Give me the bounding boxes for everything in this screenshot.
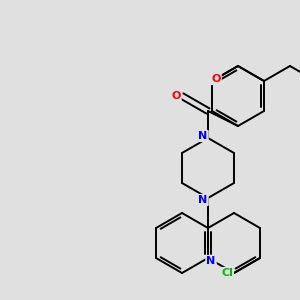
Text: N: N <box>198 131 208 141</box>
Text: Cl: Cl <box>221 268 233 278</box>
Text: N: N <box>206 256 216 266</box>
Text: O: O <box>211 74 221 84</box>
Text: N: N <box>198 195 208 205</box>
Text: O: O <box>171 91 181 101</box>
